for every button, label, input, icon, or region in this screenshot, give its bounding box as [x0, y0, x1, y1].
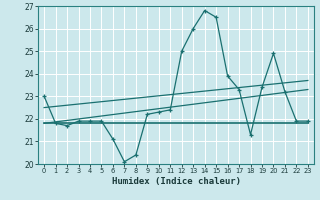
X-axis label: Humidex (Indice chaleur): Humidex (Indice chaleur) — [111, 177, 241, 186]
